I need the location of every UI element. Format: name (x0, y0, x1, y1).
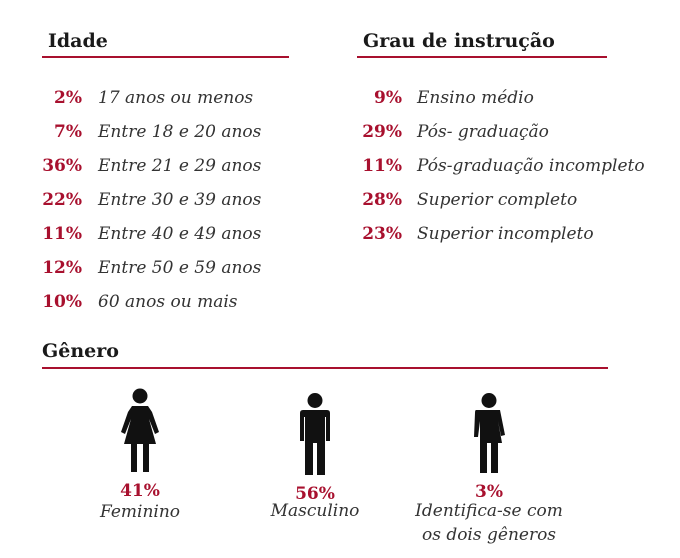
idade-label: Entre 30 e 39 anos (98, 190, 262, 210)
grau-pct: 29% (362, 122, 402, 142)
gender-both: 3% Identifica-se com os dois gêneros (404, 393, 574, 547)
idade-pct: 36% (42, 156, 82, 176)
idade-row: 11% Entre 40 e 49 anos (38, 222, 358, 246)
gender-both-label: Identifica-se com os dois gêneros (415, 501, 563, 545)
idade-label: 60 anos ou mais (98, 292, 238, 312)
idade-label: Entre 40 e 49 anos (98, 224, 262, 244)
idade-row: 10% 60 anos ou mais (38, 290, 358, 314)
grau-label: Ensino médio (417, 88, 534, 108)
grau-pct: 23% (362, 224, 402, 244)
genero-heading: Gênero (42, 340, 119, 362)
gender-male-pct: 56% (295, 484, 335, 504)
idade-pct: 12% (42, 258, 82, 278)
idade-label: Entre 50 e 59 anos (98, 258, 262, 278)
idade-rule (42, 56, 289, 58)
grau-heading: Grau de instrução (363, 30, 555, 52)
idade-row: 22% Entre 30 e 39 anos (38, 188, 358, 212)
grau-row: 11% Pós-graduação incompleto (356, 154, 676, 178)
grau-row: 28% Superior completo (356, 188, 676, 212)
gender-female: 41% Feminino (78, 388, 202, 524)
idade-pct: 11% (42, 224, 82, 244)
gender-male: 56% Masculino (253, 393, 377, 523)
gender-female-label: Feminino (99, 502, 181, 522)
male-icon (300, 393, 330, 475)
idade-row: 2% 17 anos ou menos (38, 86, 358, 110)
idade-pct: 7% (54, 122, 82, 142)
idade-row: 36% Entre 21 e 29 anos (38, 154, 358, 178)
grau-pct: 28% (362, 190, 402, 210)
both-genders-icon (474, 393, 505, 473)
idade-pct: 10% (42, 292, 82, 312)
grau-pct: 9% (374, 88, 402, 108)
grau-pct: 11% (362, 156, 402, 176)
grau-label: Superior completo (417, 190, 578, 210)
grau-row: 9% Ensino médio (356, 86, 676, 110)
female-icon (121, 388, 159, 472)
grau-row: 23% Superior incompleto (356, 222, 676, 246)
genero-rule (42, 367, 608, 369)
idade-label: 17 anos ou menos (98, 88, 254, 108)
idade-row: 12% Entre 50 e 59 anos (38, 256, 358, 280)
idade-row: 7% Entre 18 e 20 anos (38, 120, 358, 144)
idade-pct: 2% (54, 88, 82, 108)
idade-heading: Idade (48, 30, 108, 52)
grau-label: Pós- graduação (417, 122, 549, 142)
grau-label: Pós-graduação incompleto (417, 156, 645, 176)
grau-label: Superior incompleto (417, 224, 594, 244)
gender-female-pct: 41% (120, 481, 160, 501)
idade-label: Entre 21 e 29 anos (98, 156, 262, 176)
grau-row: 29% Pós- graduação (356, 120, 676, 144)
grau-rule (357, 56, 607, 58)
gender-both-pct: 3% (475, 482, 503, 502)
gender-male-label: Masculino (270, 501, 360, 521)
idade-label: Entre 18 e 20 anos (98, 122, 262, 142)
idade-pct: 22% (42, 190, 82, 210)
